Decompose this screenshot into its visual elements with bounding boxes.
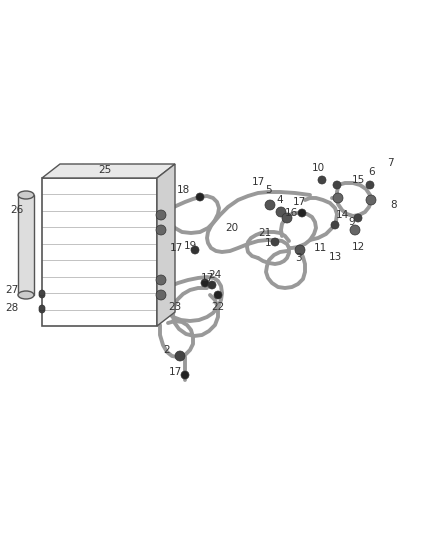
Circle shape bbox=[191, 246, 199, 254]
Circle shape bbox=[214, 291, 222, 299]
Circle shape bbox=[295, 245, 305, 255]
Circle shape bbox=[318, 176, 326, 184]
Text: 16: 16 bbox=[284, 208, 298, 218]
Polygon shape bbox=[42, 164, 175, 178]
Text: 2: 2 bbox=[164, 345, 170, 355]
Circle shape bbox=[156, 225, 166, 235]
Circle shape bbox=[354, 214, 362, 222]
Circle shape bbox=[333, 193, 343, 203]
Text: 15: 15 bbox=[351, 175, 364, 185]
Circle shape bbox=[201, 279, 209, 287]
Circle shape bbox=[156, 290, 166, 300]
Text: 10: 10 bbox=[311, 163, 325, 173]
Text: 13: 13 bbox=[328, 252, 342, 262]
Polygon shape bbox=[157, 164, 175, 326]
Circle shape bbox=[350, 225, 360, 235]
Text: 17: 17 bbox=[200, 273, 214, 283]
Text: 18: 18 bbox=[177, 185, 190, 195]
Circle shape bbox=[271, 238, 279, 246]
Text: 1: 1 bbox=[265, 238, 271, 248]
Text: 23: 23 bbox=[168, 302, 182, 312]
Circle shape bbox=[181, 371, 189, 379]
Text: 26: 26 bbox=[11, 205, 24, 215]
Bar bbox=[18, 195, 34, 295]
Ellipse shape bbox=[18, 191, 34, 199]
Circle shape bbox=[39, 307, 45, 313]
Text: 24: 24 bbox=[208, 270, 222, 280]
Circle shape bbox=[39, 292, 45, 298]
Text: 27: 27 bbox=[5, 285, 19, 295]
Text: 9: 9 bbox=[349, 217, 355, 227]
Text: 3: 3 bbox=[295, 253, 301, 263]
Circle shape bbox=[156, 275, 166, 285]
Text: 5: 5 bbox=[265, 185, 271, 195]
Text: 8: 8 bbox=[391, 200, 397, 210]
Text: 19: 19 bbox=[184, 241, 197, 251]
Text: 11: 11 bbox=[313, 243, 327, 253]
Circle shape bbox=[331, 221, 339, 229]
Text: 17: 17 bbox=[170, 243, 183, 253]
Circle shape bbox=[282, 213, 292, 223]
Text: 4: 4 bbox=[277, 195, 283, 205]
Circle shape bbox=[156, 210, 166, 220]
Text: 28: 28 bbox=[5, 303, 19, 313]
Text: 17: 17 bbox=[293, 197, 306, 207]
Circle shape bbox=[265, 200, 275, 210]
Text: 14: 14 bbox=[336, 210, 349, 220]
Text: 12: 12 bbox=[351, 242, 364, 252]
Circle shape bbox=[208, 281, 216, 289]
Circle shape bbox=[175, 351, 185, 361]
Text: 25: 25 bbox=[99, 165, 112, 175]
Text: 22: 22 bbox=[212, 302, 225, 312]
Circle shape bbox=[298, 209, 306, 217]
Text: 6: 6 bbox=[369, 167, 375, 177]
Circle shape bbox=[276, 207, 286, 217]
Text: 17: 17 bbox=[168, 367, 182, 377]
Text: 17: 17 bbox=[251, 177, 265, 187]
Circle shape bbox=[39, 305, 45, 311]
Circle shape bbox=[196, 193, 204, 201]
Bar bbox=[42, 178, 157, 326]
Circle shape bbox=[366, 181, 374, 189]
Text: 21: 21 bbox=[258, 228, 272, 238]
Text: 7: 7 bbox=[387, 158, 393, 168]
Ellipse shape bbox=[18, 291, 34, 299]
Circle shape bbox=[39, 290, 45, 296]
Circle shape bbox=[366, 195, 376, 205]
Circle shape bbox=[333, 181, 341, 189]
Text: 20: 20 bbox=[226, 223, 239, 233]
